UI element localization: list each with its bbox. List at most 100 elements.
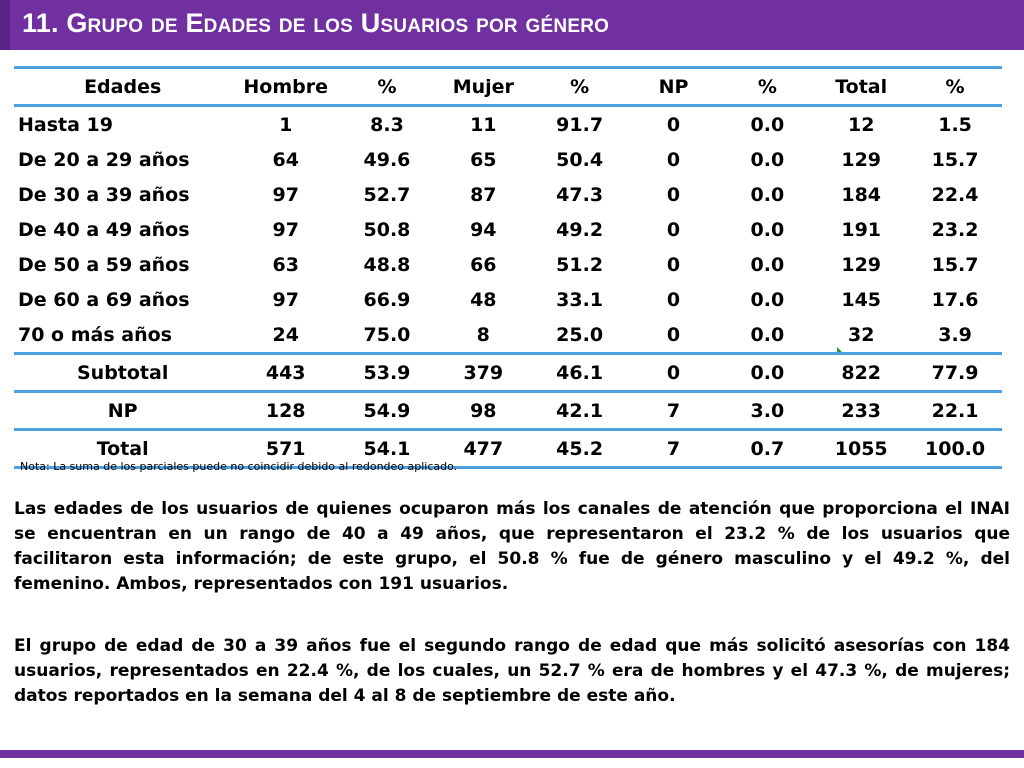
table-cell: 191 (841, 218, 882, 241)
header-cell-np-pct: % (757, 75, 777, 98)
table-cell: 24 (272, 323, 299, 346)
table-cell: 64 (272, 148, 299, 171)
table-cell: 22.1 (931, 399, 979, 422)
header-cell-male-pct: % (377, 75, 397, 98)
row-label: De 20 a 29 años (18, 148, 190, 171)
table-cell: 7 (666, 437, 681, 460)
title-bar-accent (0, 0, 10, 50)
table-cell: 0.0 (750, 218, 785, 241)
footnote: Nota: La suma de los parciales puede no … (20, 460, 458, 473)
page-title: 11. Grupo de Edades de los Usuarios por … (22, 8, 610, 38)
table-cell: 1 (279, 113, 293, 136)
row-label: De 50 a 59 años (18, 253, 190, 276)
table-cell: 49.2 (556, 218, 604, 241)
table-cell: 0 (666, 253, 681, 276)
row-label: De 60 a 69 años (18, 288, 190, 311)
table-row: De 60 a 69 años 97 66.9 48 33.1 0 0.0 14… (14, 282, 1002, 317)
row-label: De 40 a 49 años (18, 218, 190, 241)
table-cell: 0.0 (750, 113, 785, 136)
table-cell: 17.6 (931, 288, 979, 311)
row-label: Hasta 19 (18, 113, 113, 136)
table-cell: 77.9 (931, 361, 979, 384)
table-cell: 0.0 (750, 288, 785, 311)
table-cell: 571 (265, 437, 306, 460)
table-cell: 97 (272, 288, 299, 311)
table-cell: 45.2 (556, 437, 604, 460)
table-row: De 20 a 29 años 64 49.6 65 50.4 0 0.0 12… (14, 142, 1002, 177)
table-cell: 0 (666, 288, 681, 311)
table-cell: 63 (272, 253, 299, 276)
table-row: De 50 a 59 años 63 48.8 66 51.2 0 0.0 12… (14, 247, 1002, 282)
header-cell-male: Hombre (243, 75, 328, 98)
table-cell: 53.9 (363, 361, 411, 384)
table-cell: 128 (265, 399, 306, 422)
table-cell: 1055 (834, 437, 888, 460)
table-row: Hasta 19 1 8.3 11 91.7 0 0.0 12 1.5 (14, 106, 1002, 143)
table-cell: 91.7 (556, 113, 604, 136)
table-cell: 98 (470, 399, 497, 422)
table-cell: 184 (841, 183, 882, 206)
age-gender-table: Edades Hombre % Mujer % NP % Total % Has… (14, 66, 1002, 469)
table-cell: 50.4 (556, 148, 604, 171)
table-cell: 94 (470, 218, 497, 241)
table-cell: 0 (666, 218, 681, 241)
table-cell: 129 (841, 253, 882, 276)
table-cell: 51.2 (556, 253, 604, 276)
table-cell: 65 (470, 148, 497, 171)
table-cell: 50.8 (363, 218, 411, 241)
table-cell: 15.7 (931, 148, 979, 171)
table-row: De 40 a 49 años 97 50.8 94 49.2 0 0.0 19… (14, 212, 1002, 247)
table-cell: 75.0 (363, 323, 411, 346)
table-cell: 42.1 (556, 399, 604, 422)
header-cell-total-pct: % (945, 75, 965, 98)
body-paragraph-1: Las edades de los usuarios de quienes oc… (14, 499, 1010, 594)
table-cell: 46.1 (556, 361, 604, 384)
table-cell: 443 (265, 361, 306, 384)
table-cell: 48 (470, 288, 497, 311)
table-cell: 23.2 (931, 218, 979, 241)
table-cell: 25.0 (556, 323, 604, 346)
table-cell: 8 (476, 323, 490, 346)
title-bar: 11. Grupo de Edades de los Usuarios por … (0, 0, 1024, 50)
subtotal-row: Subtotal 443 53.9 379 46.1 0 0.0 822 77.… (14, 353, 1002, 392)
table-cell: 822 (841, 361, 882, 384)
table-cell: 0.0 (750, 361, 785, 384)
table-cell: 0 (666, 361, 681, 384)
table-cell: 233 (841, 399, 882, 422)
table-cell: 33.1 (556, 288, 604, 311)
total-label: Total (96, 437, 149, 460)
table-cell: 0.0 (750, 148, 785, 171)
table-cell: 8.3 (370, 113, 404, 136)
table-row: 70 o más años 24 75.0 8 25.0 0 0.0 32 3.… (14, 317, 1002, 354)
header-cell-female-pct: % (570, 75, 590, 98)
table-cell: 54.9 (363, 399, 411, 422)
table-cell: 49.6 (363, 148, 411, 171)
table-cell: 47.3 (556, 183, 604, 206)
table-cell: 7 (666, 399, 681, 422)
header-cell-total: Total (835, 75, 888, 98)
table-cell: 0.7 (750, 437, 785, 460)
table-cell: 66.9 (363, 288, 411, 311)
table-cell: 87 (470, 183, 497, 206)
table-cell: 32 (847, 323, 875, 346)
table-cell: 66 (470, 253, 497, 276)
row-label: De 30 a 39 años (18, 183, 190, 206)
table-cell: 0.0 (750, 183, 785, 206)
table-cell: 0 (666, 148, 681, 171)
green-cell-marker (837, 347, 842, 352)
table-cell: 97 (272, 218, 299, 241)
body-paragraph-2: El grupo de edad de 30 a 39 años fue el … (14, 636, 1010, 706)
table-cell: 0.0 (750, 253, 785, 276)
table-cell: 54.1 (363, 437, 411, 460)
table-cell: 477 (463, 437, 504, 460)
bottom-bar (0, 750, 1024, 758)
table-cell: 0 (666, 113, 681, 136)
subtotal-label: Subtotal (76, 361, 169, 384)
table-cell: 15.7 (931, 253, 979, 276)
table-cell: 0 (666, 183, 681, 206)
header-cell-np: NP (658, 75, 689, 98)
table-cell: 0.0 (750, 323, 785, 346)
table-cell: 3.9 (938, 323, 972, 346)
table-cell: 1.5 (938, 113, 972, 136)
table-cell: 0 (666, 323, 681, 346)
